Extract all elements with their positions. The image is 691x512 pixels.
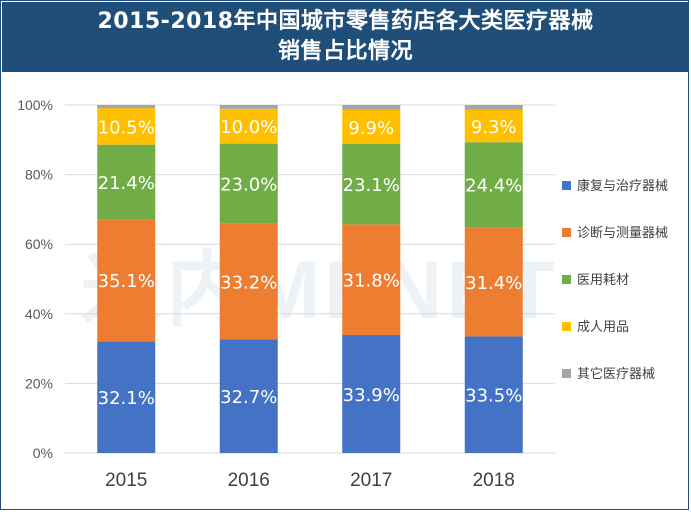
data-label: 9.9% [348,118,394,139]
legend-swatch [562,228,571,237]
data-label: 33.5% [465,386,522,407]
bar-segment [97,219,156,342]
bar-segment [219,143,278,224]
data-label: 23.1% [343,175,400,196]
legend-label: 医用耗材 [577,273,629,288]
x-axis: 2015 2016 2017 2018 [105,470,515,491]
y-tick-label: 40% [25,306,53,322]
y-axis: 0% 20% 40% 60% 80% 100% [17,97,53,461]
bar-segment [342,143,401,225]
data-label: 9.3% [471,117,517,138]
data-label: 31.4% [465,273,522,294]
legend-swatch [562,275,571,284]
data-label: 10.0% [220,117,277,138]
bar-segment [342,224,401,336]
data-labels: 32.1% 35.1% 21.4% 10.5% 32.7% 33.2% 23.0% 10.0%… [98,117,523,409]
chart-title-line-1: 2015-2018年中国城市零售药店各大类医疗器械 [97,9,594,34]
bar-segment [97,144,156,220]
y-tick-label: 60% [25,236,53,252]
data-label: 33.2% [220,272,277,293]
data-label: 32.1% [98,388,155,409]
x-tick-label: 2017 [350,470,392,491]
bars [97,105,523,453]
data-label: 33.9% [343,385,400,406]
bar-segment [342,105,401,110]
data-label: 31.8% [343,271,400,292]
legend-label: 其它医疗器械 [577,366,655,382]
x-tick-label: 2018 [473,470,515,491]
data-label: 35.1% [98,271,155,292]
data-label: 21.4% [98,173,155,194]
bar-segment [97,108,156,145]
bar-segment [97,341,156,453]
bar-segment [219,339,278,453]
data-label: 10.5% [98,117,155,138]
bar-segment [464,142,523,228]
bar-segment [464,227,523,337]
x-tick-label: 2016 [228,470,270,491]
y-tick-label: 0% [33,445,53,461]
bar-segment [97,105,156,109]
bar-segment [342,109,401,144]
y-tick-label: 100% [17,97,53,113]
legend-label: 康复与治疗器械 [577,178,668,194]
legend-label: 诊断与测量器械 [577,226,668,241]
y-tick-label: 20% [25,375,53,391]
bar-segment [219,105,278,109]
x-tick-label: 2015 [105,470,147,491]
legend-swatch [562,322,571,331]
data-label: 32.7% [220,387,277,408]
legend-label: 成人用品 [577,320,629,335]
chart-title-line-2: 销售占比情况 [277,39,413,64]
bar-segment [342,335,401,453]
bar-segment [219,108,278,144]
y-tick-label: 80% [25,167,53,183]
title-bar: 2015-2018年中国城市零售药店各大类医疗器械 销售占比情况 [2,2,689,72]
legend-swatch [562,181,571,190]
data-label: 24.4% [465,176,522,197]
bar-segment [464,109,523,143]
data-label: 23.0% [220,175,277,196]
legend-swatch [562,369,571,378]
bar-segment [464,105,523,110]
bar-segment [464,336,523,453]
bar-segment [219,223,278,340]
